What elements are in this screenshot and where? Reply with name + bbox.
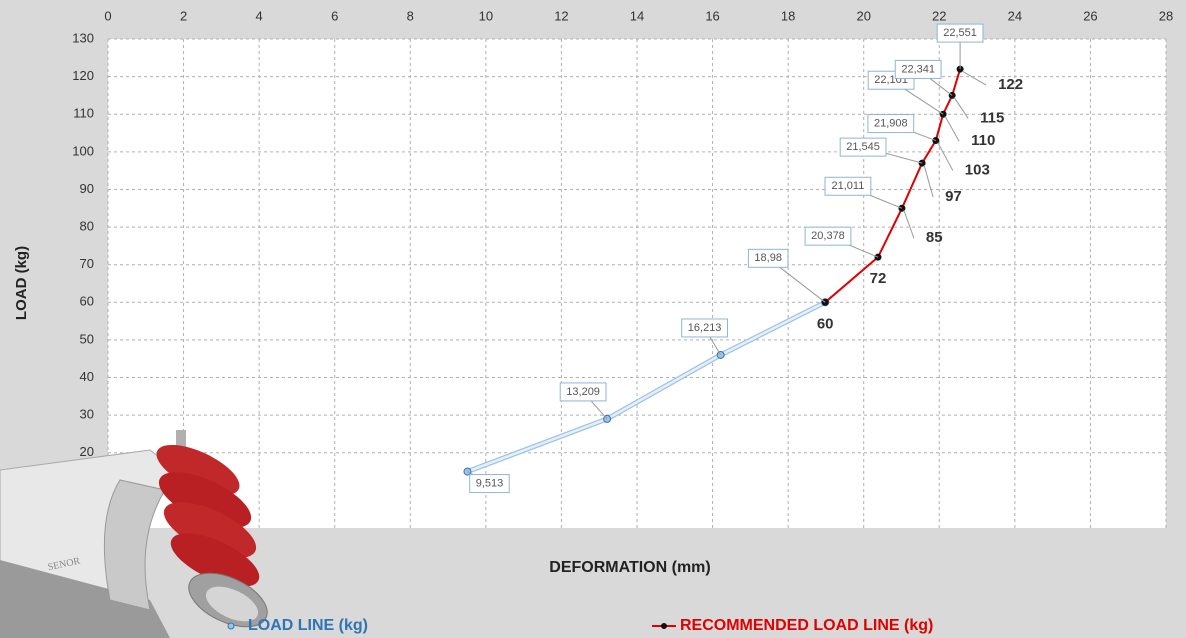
- x-tick-label: 28: [1159, 8, 1173, 23]
- y-value-label: 110: [971, 132, 995, 149]
- x-tick-label: 8: [407, 8, 414, 23]
- x-tick-label: 6: [331, 8, 338, 23]
- y-tick-label: 110: [73, 106, 94, 121]
- x-tick-label: 24: [1008, 8, 1022, 23]
- y-value-label: 97: [945, 188, 962, 205]
- y-value-label: 60: [817, 315, 834, 332]
- y-tick-label: 40: [80, 369, 94, 384]
- y-tick-label: 20: [80, 444, 94, 459]
- x-tick-label: 2: [180, 8, 187, 23]
- x-value-label: 22,551: [943, 27, 977, 39]
- y-tick-label: 50: [80, 331, 94, 346]
- x-value-label: 9,513: [476, 477, 504, 489]
- y-value-label: 115: [980, 109, 1004, 126]
- y-value-label: 85: [926, 229, 943, 246]
- x-value-label: 16,213: [688, 322, 722, 334]
- legend-marker: [661, 623, 667, 629]
- legend-label: RECOMMENDED LOAD LINE (kg): [680, 617, 933, 634]
- x-value-label: 20,378: [811, 230, 845, 242]
- y-tick-label: 120: [72, 68, 94, 83]
- y-value-label: 103: [965, 162, 990, 179]
- y-tick-label: 70: [80, 256, 94, 271]
- x-tick-label: 0: [104, 8, 111, 23]
- x-tick-label: 26: [1083, 8, 1097, 23]
- legend-label: LOAD LINE (kg): [248, 617, 368, 634]
- y-tick-label: 90: [80, 181, 94, 196]
- x-tick-label: 22: [932, 8, 946, 23]
- y-tick-label: 100: [72, 143, 94, 158]
- y-tick-label: 60: [80, 294, 94, 309]
- x-value-label: 18,98: [754, 252, 782, 264]
- x-tick-label: 4: [256, 8, 263, 23]
- x-tick-label: 18: [781, 8, 795, 23]
- x-tick-label: 16: [705, 8, 719, 23]
- y-value-label: 122: [998, 76, 1023, 93]
- chart: 0246810121416182022242628203040506070809…: [0, 0, 1186, 638]
- y-value-label: 72: [870, 270, 887, 287]
- y-axis-title: LOAD (kg): [13, 246, 30, 320]
- y-tick-label: 130: [72, 30, 94, 45]
- y-tick-label: 80: [80, 219, 94, 234]
- x-value-label: 13,209: [566, 386, 600, 398]
- y-tick-label: 30: [80, 407, 94, 422]
- legend-marker: [228, 623, 234, 629]
- x-tick-label: 20: [856, 8, 870, 23]
- x-axis-title: DEFORMATION (mm): [549, 559, 710, 576]
- x-tick-label: 14: [630, 8, 644, 23]
- x-tick-label: 10: [479, 8, 493, 23]
- x-value-label: 22,341: [901, 63, 935, 75]
- x-value-label: 21,011: [832, 180, 865, 192]
- x-value-label: 21,545: [846, 141, 880, 153]
- x-tick-label: 12: [554, 8, 568, 23]
- x-value-label: 21,908: [874, 117, 908, 129]
